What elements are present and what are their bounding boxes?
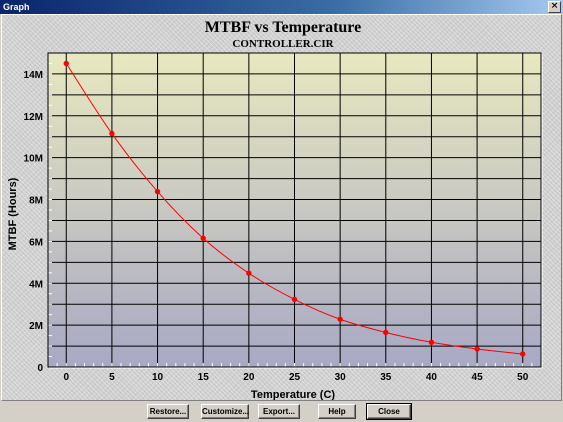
- series-line: [65, 63, 523, 355]
- y-tick-label: 2M: [29, 321, 43, 332]
- x-tick-label: 10: [152, 372, 164, 383]
- data-point: [474, 346, 480, 352]
- y-tick-label: 10M: [24, 154, 43, 165]
- mtbf-chart: MTBF vs Temperature CONTROLLER.CIR Tempe…: [7, 19, 543, 400]
- x-tick-label: 0: [63, 372, 69, 383]
- close-button[interactable]: Close: [366, 403, 412, 420]
- data-point: [154, 188, 161, 195]
- y-axis-label: MTBF (Hours): [7, 177, 19, 250]
- plot-area: 0 5 10 15 20 25 30 35 40 45 50 0 2M 4M 6M 8M 10M 12M 14M: [24, 52, 543, 383]
- x-tick-label: 20: [243, 372, 255, 383]
- window-titlebar[interactable]: Graph ×: [0, 0, 563, 14]
- y-tick-label: 6M: [29, 237, 43, 248]
- data-point: [428, 339, 435, 345]
- graph-panel: MTBF vs Temperature CONTROLLER.CIR Tempe…: [1, 14, 562, 401]
- y-tick-label: 12M: [24, 112, 43, 123]
- x-tick-label: 45: [472, 372, 484, 383]
- y-tick-label: 8M: [29, 196, 43, 207]
- button-bar: Restore... Customize... Export... Help C…: [0, 403, 563, 422]
- x-tick-label: 30: [335, 372, 347, 383]
- x-tick-label: 25: [289, 372, 301, 383]
- y-tick-label: 4M: [29, 279, 43, 290]
- window-title: Graph: [3, 2, 30, 12]
- data-point: [383, 329, 389, 336]
- close-window-icon[interactable]: ×: [548, 1, 561, 13]
- help-button[interactable]: Help: [318, 404, 356, 419]
- data-point: [520, 351, 526, 357]
- x-axis-label: Temperature (C): [251, 389, 335, 400]
- x-tick-label: 15: [198, 372, 210, 383]
- customize-button[interactable]: Customize...: [201, 404, 249, 419]
- y-tick-label: 14M: [24, 70, 43, 81]
- x-tick-label: 35: [380, 372, 392, 383]
- chart-subtitle: CONTROLLER.CIR: [232, 38, 334, 50]
- x-tick-label: 5: [109, 372, 115, 383]
- y-tick-label: 0: [37, 363, 43, 374]
- data-point: [109, 130, 115, 137]
- plot-border: [47, 52, 542, 368]
- data-point: [200, 235, 206, 241]
- export-button[interactable]: Export...: [258, 404, 300, 419]
- x-tick-label: 40: [426, 372, 438, 383]
- data-point: [337, 316, 343, 322]
- data-point: [246, 270, 252, 276]
- data-point: [63, 60, 69, 67]
- restore-button[interactable]: Restore...: [147, 404, 189, 419]
- x-tick-label: 50: [517, 372, 529, 383]
- data-point: [291, 296, 298, 303]
- chart-title: MTBF vs Temperature: [205, 19, 361, 36]
